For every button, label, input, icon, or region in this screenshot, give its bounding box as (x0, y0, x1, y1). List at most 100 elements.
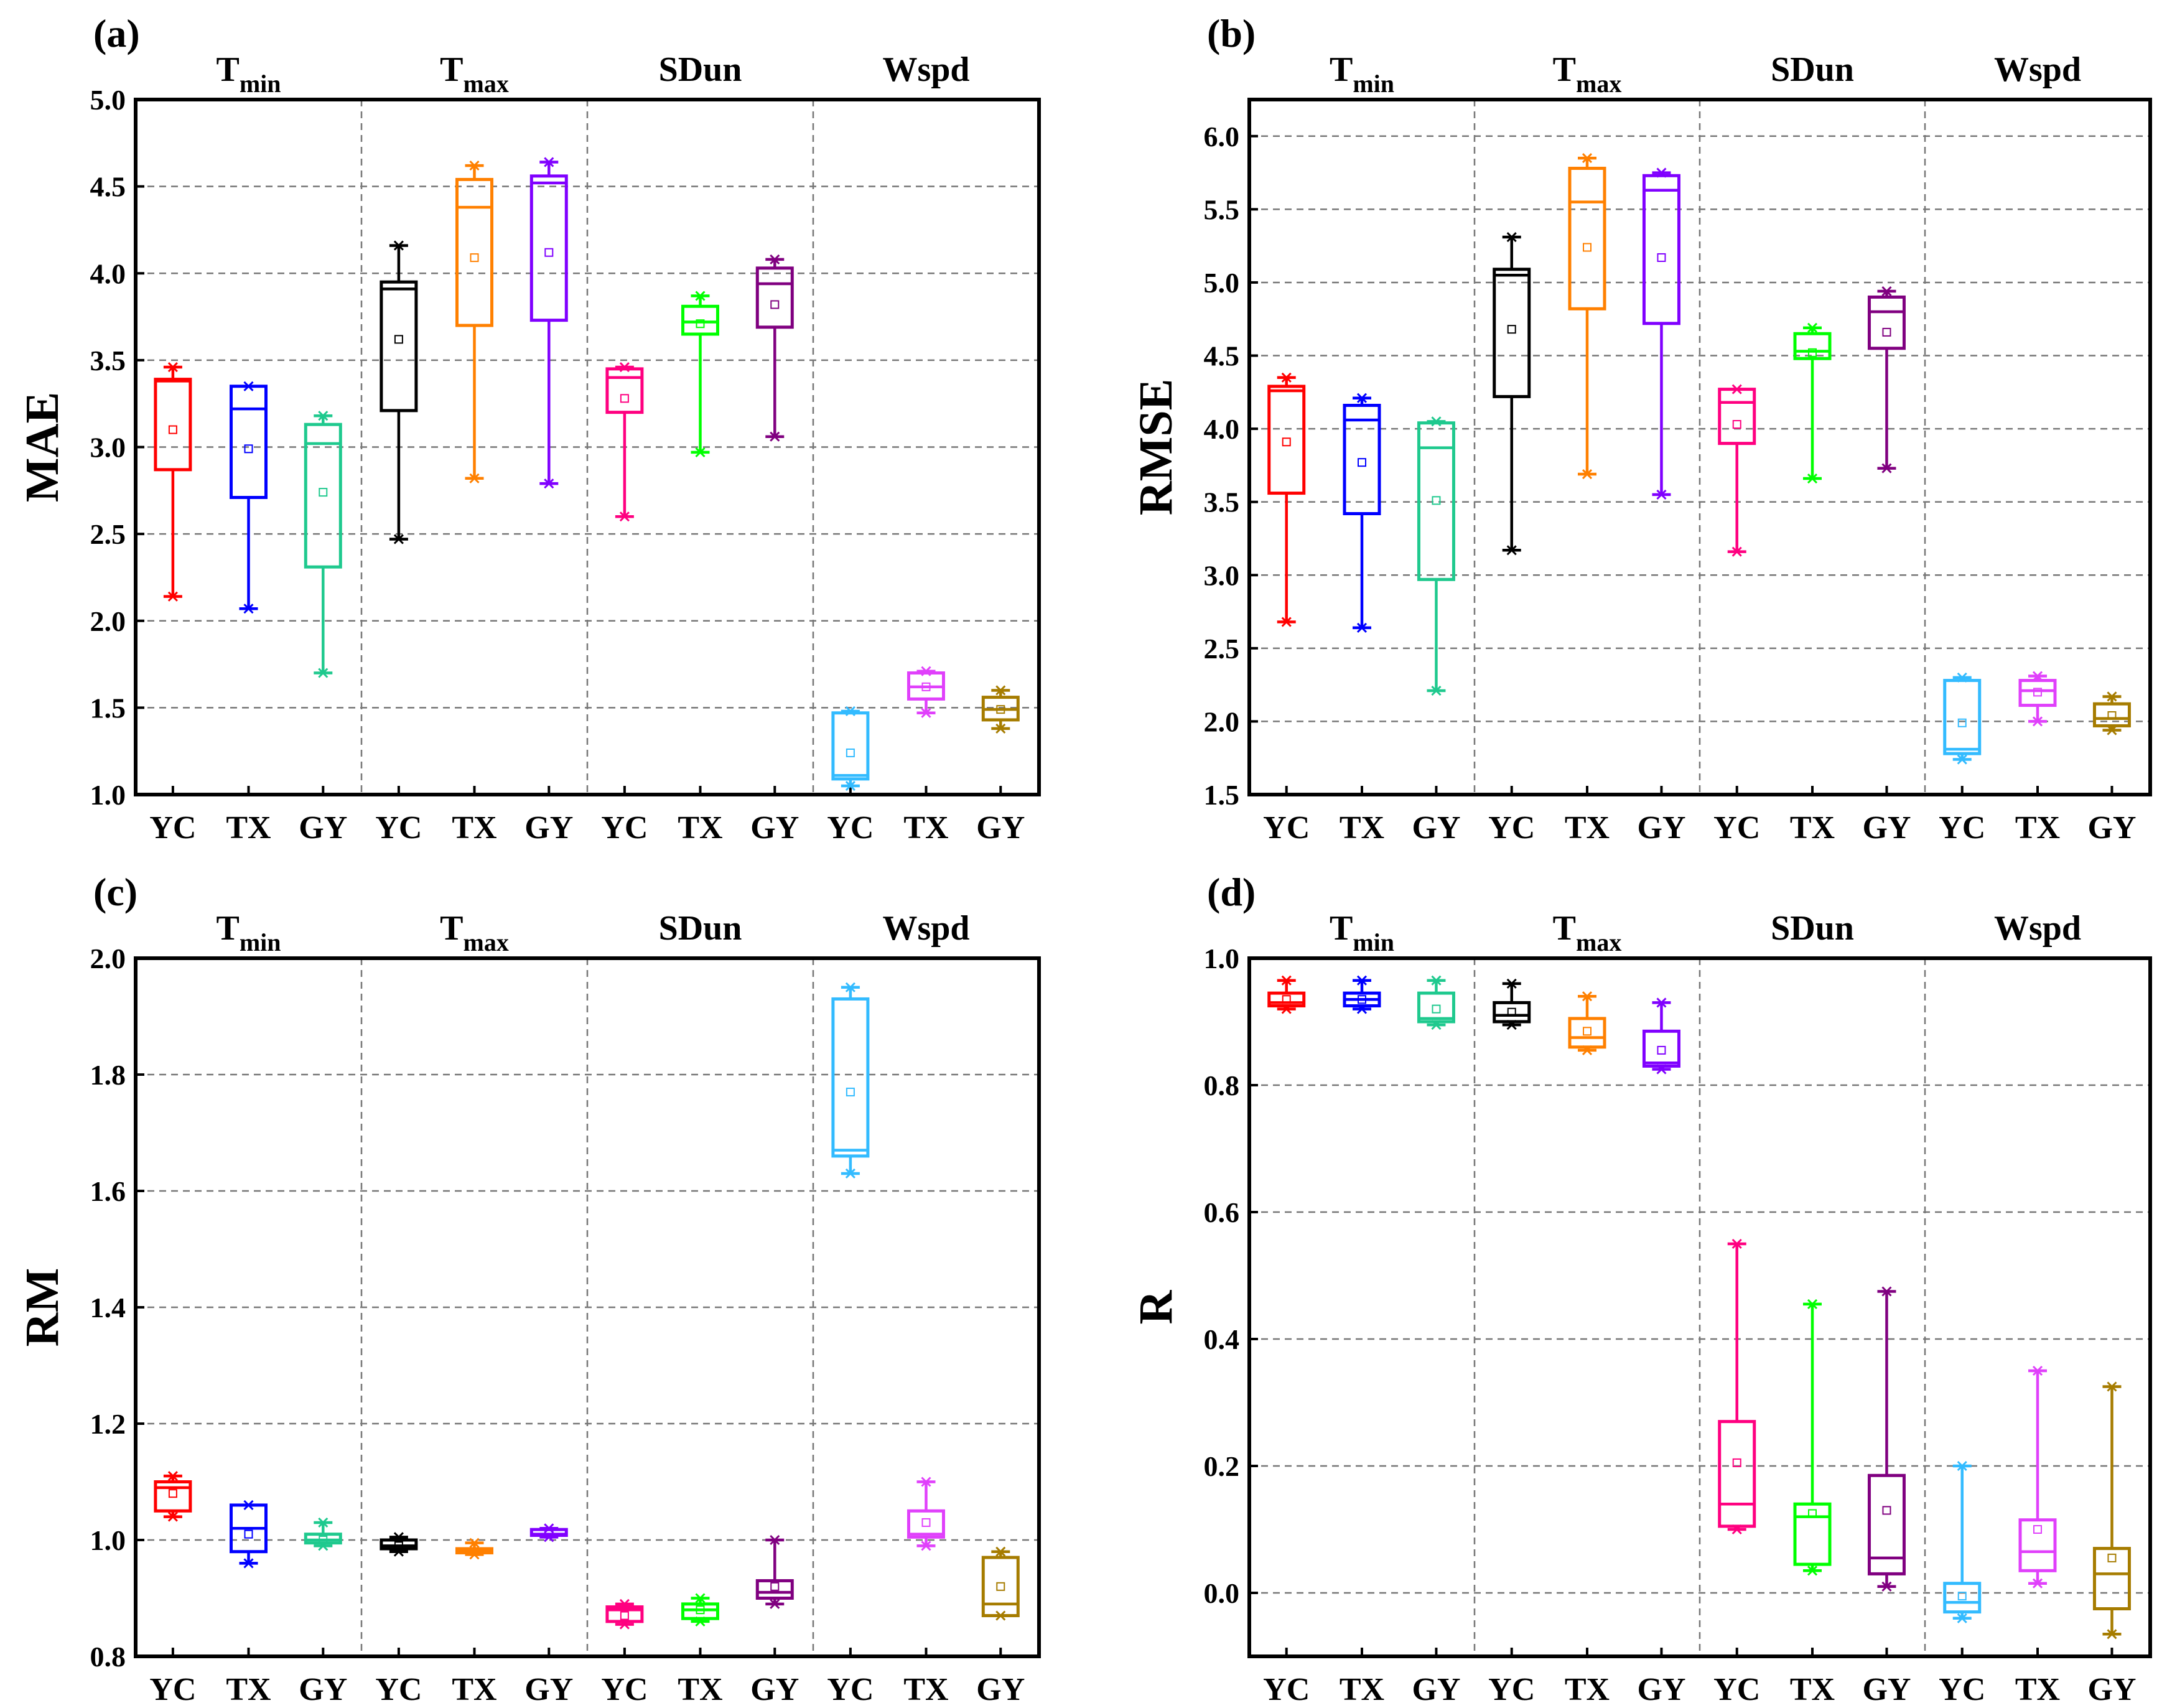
box-sdun-yc: YC (1713, 1238, 1760, 1707)
mean-marker (1808, 1509, 1817, 1518)
extreme-marker (1957, 754, 1967, 765)
category-label: GY (976, 1672, 1025, 1707)
category-label: YC (149, 810, 196, 846)
category-label: YC (375, 810, 422, 846)
iqr-box (154, 378, 192, 472)
extreme-marker (544, 157, 554, 167)
iqr-box (1267, 385, 1306, 495)
mean-marker (620, 394, 629, 403)
mean-marker (1882, 327, 1891, 337)
extreme-marker (619, 511, 630, 522)
plot-frame (1247, 956, 2152, 1658)
y-tick-label: 5.0 (90, 84, 126, 116)
box-sdun-gy: GY (750, 254, 799, 846)
y-tick-label: 5.0 (1204, 267, 1240, 299)
box-wspd-yc: YC (827, 982, 874, 1707)
box-tmin-yc: YC (1263, 975, 1310, 1707)
y-tick-label: 2.0 (90, 943, 126, 974)
box-wspd-yc: YC (827, 706, 874, 846)
iqr-box (1867, 295, 1906, 350)
iqr-box (2092, 1547, 2131, 1611)
plot-frame (1247, 98, 2152, 796)
mean-marker (1583, 1027, 1591, 1036)
iqr-box (304, 1533, 342, 1545)
category-label: GY (524, 810, 573, 846)
mean-marker (696, 1605, 705, 1615)
y-tick-label: 1.0 (90, 1524, 126, 1556)
category-label: TX (226, 1672, 271, 1707)
iqr-box (605, 367, 644, 414)
mean-marker (244, 1529, 253, 1539)
category-label: YC (1939, 810, 1985, 846)
category-label: TX (1340, 1672, 1384, 1707)
y-tick-label: 2.5 (90, 518, 126, 550)
category-label: GY (1412, 810, 1460, 846)
plot-frame (134, 98, 1041, 796)
extreme-marker (921, 1477, 931, 1487)
extreme-marker (1582, 153, 1593, 164)
extreme-marker (1881, 463, 1892, 474)
extreme-marker (1807, 322, 1818, 333)
iqr-box (681, 1602, 719, 1620)
group-header: Tmax (1553, 50, 1622, 98)
mean-marker (996, 705, 1005, 714)
extreme-marker (2032, 1578, 2043, 1589)
extreme-marker (1656, 997, 1667, 1008)
category-label: TX (1790, 810, 1835, 846)
box-tmin-gy: GY (299, 1517, 347, 1707)
box-tmin-gy: GY (299, 411, 347, 846)
iqr-box (1943, 1582, 1982, 1614)
category-label: YC (1263, 1672, 1310, 1707)
extreme-marker (921, 707, 931, 718)
group-header: SDun (1771, 909, 1854, 948)
box-tmax-gy: GY (524, 1523, 573, 1707)
extreme-marker (167, 362, 178, 373)
mean-marker (1957, 718, 1967, 727)
box-tmax-yc: YC (1488, 978, 1535, 1707)
category-label: YC (1488, 810, 1535, 846)
mean-marker (319, 1536, 328, 1544)
y-tick-label: 3.5 (1204, 487, 1240, 518)
category-label: GY (750, 1672, 799, 1707)
y-tick-label: 0.0 (1204, 1577, 1240, 1609)
y-tick-label: 1.5 (90, 692, 126, 724)
box-wspd-yc: YC (1939, 672, 1985, 846)
iqr-box (1718, 1420, 1756, 1528)
group-header: Tmin (1330, 50, 1394, 98)
extreme-marker (1582, 469, 1593, 480)
extreme-marker (1957, 1613, 1967, 1623)
box-tmin-gy: GY (1412, 975, 1460, 1707)
plot-frame (134, 956, 1041, 1658)
panel-label: (c) (93, 870, 137, 914)
extreme-marker (1807, 473, 1818, 484)
iqr-box (2018, 1518, 2057, 1572)
group-header-subscript: max (1576, 70, 1621, 98)
mean-marker (2033, 688, 2042, 697)
mean-marker (921, 1518, 931, 1527)
y-tick-label: 1.0 (90, 779, 126, 811)
extreme-marker (695, 291, 706, 301)
extreme-marker (921, 1541, 931, 1551)
box-wspd-gy: GY (976, 1546, 1025, 1707)
group-header: SDun (1771, 50, 1854, 89)
box-sdun-yc: YC (601, 362, 648, 846)
iqr-box (1417, 421, 1455, 581)
iqr-box (1793, 332, 1832, 360)
extreme-marker (1656, 489, 1667, 500)
y-tick-label: 5.5 (1204, 194, 1240, 225)
y-tick-label: 0.8 (90, 1641, 126, 1673)
extreme-marker (167, 1471, 178, 1482)
mean-marker (846, 748, 855, 757)
box-sdun-gy: GY (750, 1534, 799, 1707)
y-tick-label: 0.6 (1204, 1197, 1240, 1228)
group-header: Wspd (882, 909, 969, 948)
box-wspd-tx: TX (2015, 671, 2060, 846)
iqr-box (230, 385, 268, 499)
box-tmax-tx: TX (1565, 991, 1610, 1707)
group-header: Wspd (882, 50, 969, 89)
iqr-box (831, 711, 870, 781)
box-tmax-tx: TX (452, 161, 497, 846)
category-label: YC (1263, 810, 1310, 846)
y-axis-label: R (1130, 1289, 1182, 1324)
